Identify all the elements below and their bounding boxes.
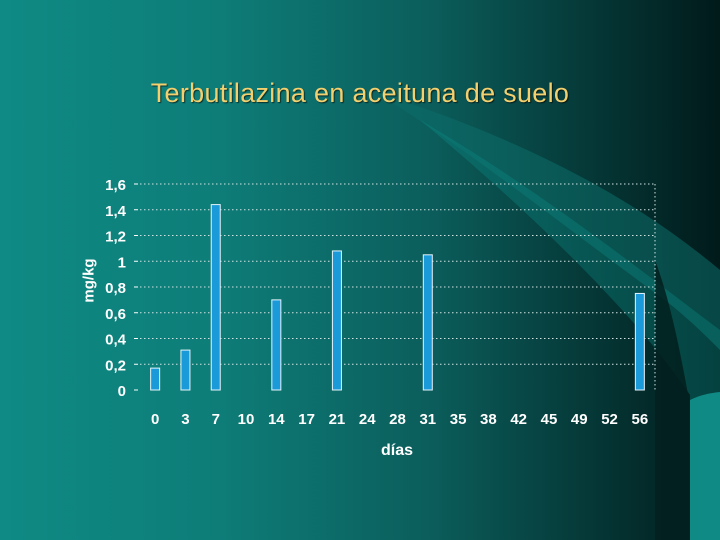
y-axis-label: mg/kg xyxy=(80,258,98,303)
x-tick-label: 10 xyxy=(238,411,255,428)
x-tick-label: 31 xyxy=(419,411,436,428)
x-tick-label: 49 xyxy=(571,411,588,428)
x-tick-label: 17 xyxy=(298,411,315,428)
y-tick-label: 0,2 xyxy=(105,357,126,374)
y-tick-label: 1,2 xyxy=(105,229,126,246)
x-tick-label: 24 xyxy=(359,411,376,428)
bar xyxy=(331,250,342,391)
x-tick-label: 56 xyxy=(632,411,649,428)
bar xyxy=(180,349,191,391)
x-tick-label: 21 xyxy=(329,411,346,428)
x-tick-label: 28 xyxy=(389,411,406,428)
y-tick-label: 1 xyxy=(118,254,126,271)
x-tick-label: 45 xyxy=(541,411,558,428)
bar xyxy=(634,292,645,391)
x-tick-label: 38 xyxy=(480,411,497,428)
x-tick-label: 0 xyxy=(151,411,159,428)
y-tick-label: 0,4 xyxy=(105,332,127,349)
y-tick-label: 1,4 xyxy=(105,203,127,220)
x-axis-label: días xyxy=(380,442,413,459)
x-tick-label: 14 xyxy=(268,411,285,428)
bar xyxy=(422,254,433,391)
bar xyxy=(150,367,161,391)
y-tick-label: 0,6 xyxy=(105,306,126,323)
x-tick-label: 52 xyxy=(601,411,618,428)
y-tick-label: 1,6 xyxy=(105,177,126,194)
y-tick-label: 0,8 xyxy=(105,280,126,297)
bar xyxy=(271,299,282,391)
bar xyxy=(210,204,221,391)
x-tick-label: 42 xyxy=(510,411,527,428)
x-tick-label: 35 xyxy=(450,411,467,428)
slide-title: Terbutilazina en aceituna de suelo xyxy=(150,78,570,108)
y-tick-label: 0 xyxy=(118,383,126,400)
x-tick-label: 7 xyxy=(212,411,220,428)
x-tick-label: 3 xyxy=(181,411,189,428)
